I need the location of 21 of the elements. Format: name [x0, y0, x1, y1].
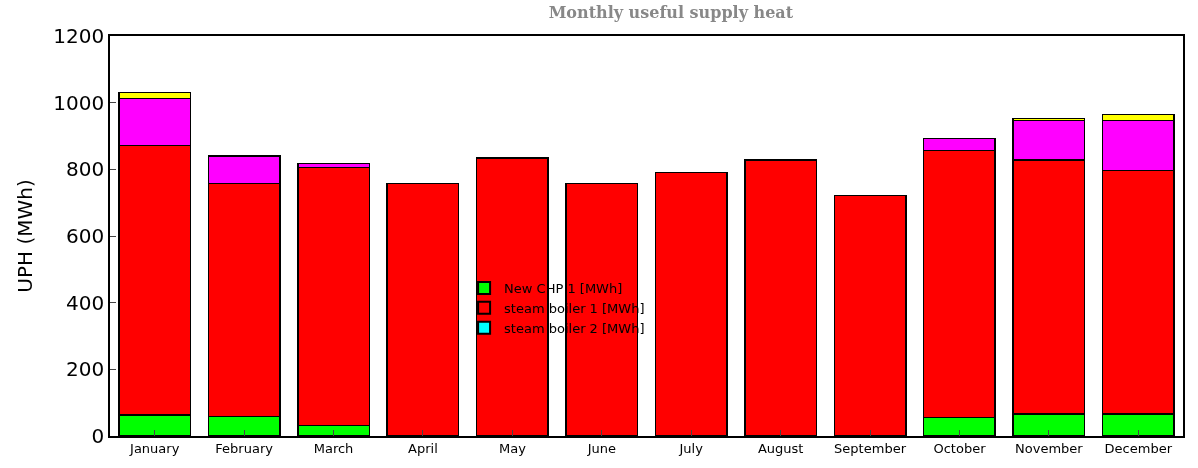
x-tick-label: August [757, 441, 804, 457]
y-tick-label: 1200 [53, 24, 105, 48]
y-tick-label: 400 [66, 290, 105, 315]
y-tick-label: 1000 [53, 90, 105, 115]
y-tick-label: 800 [66, 157, 105, 182]
x-tick-label: November [1015, 441, 1084, 457]
chart-title: Monthly useful supply heat [548, 3, 794, 23]
y-axis-title: UPH (MWh) [13, 179, 38, 293]
x-tick-label: April [408, 441, 438, 457]
y-tick-label: 0 [91, 424, 105, 448]
x-tick-label: July [678, 441, 704, 457]
x-tick-label: September [834, 441, 907, 457]
x-tick-label: June [586, 441, 616, 457]
x-tick-label: January [129, 441, 180, 457]
y-tick-label: 600 [66, 224, 105, 248]
x-tick-label: February [215, 441, 274, 457]
x-tick-label: December [1104, 441, 1173, 457]
x-tick-label: May [498, 441, 527, 457]
y-tick-label: 200 [66, 357, 105, 382]
x-tick-label: March [313, 441, 354, 457]
x-tick-label: October [933, 441, 987, 457]
